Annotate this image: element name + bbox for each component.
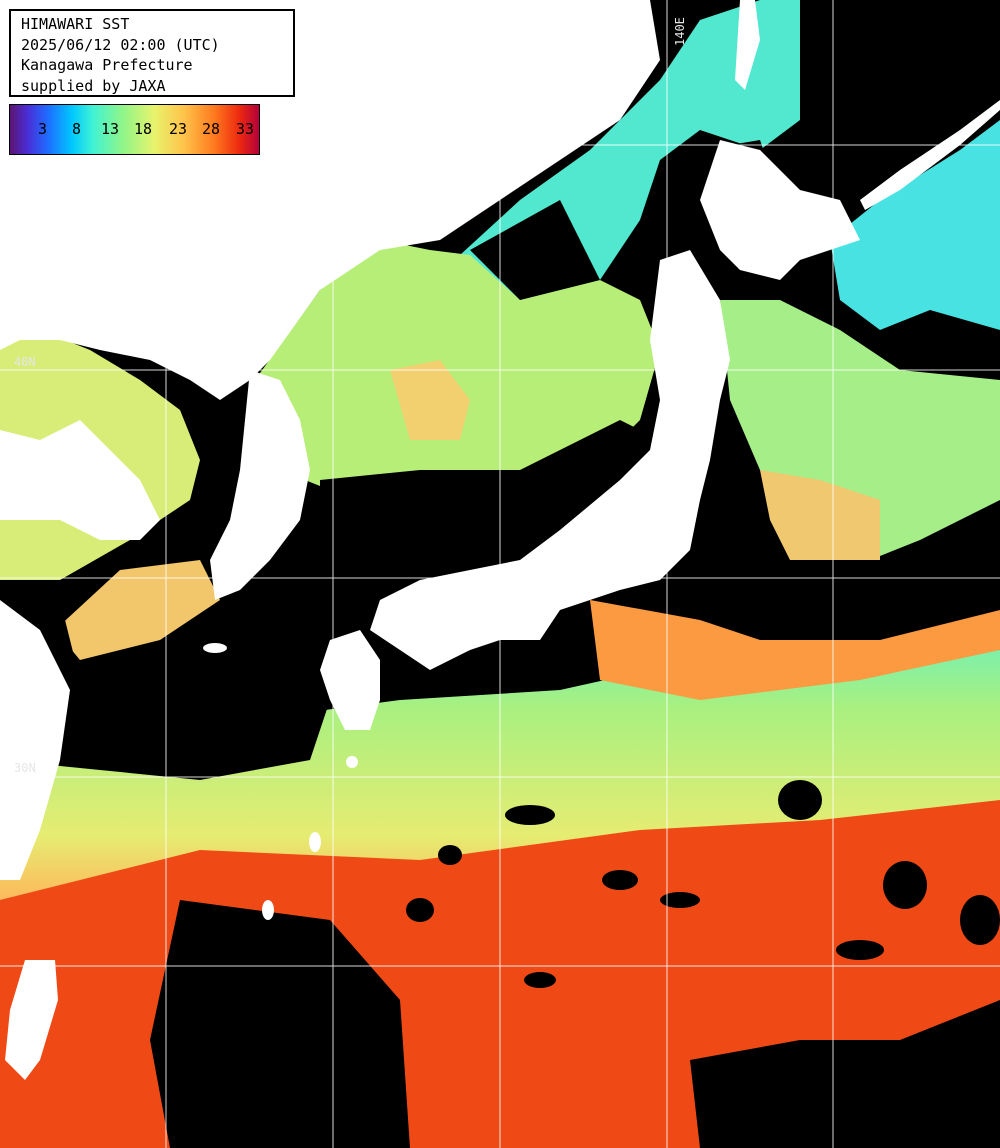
sea-east-china-north xyxy=(55,560,220,660)
color-scale-legend: 3 8 13 18 23 28 33 xyxy=(9,104,260,155)
asia-mainland xyxy=(0,0,660,400)
map-credit: supplied by JAXA xyxy=(21,76,166,95)
korea xyxy=(210,370,310,600)
legend-tick: 33 xyxy=(236,120,255,138)
lat-label-40: 40N xyxy=(14,355,36,369)
sea-pacific-warm-band xyxy=(760,470,880,560)
legend-tick: 3 xyxy=(38,120,48,138)
china-coast xyxy=(0,420,160,540)
shikoku xyxy=(410,600,490,660)
legend-tick-labels: 3 8 13 18 23 28 33 xyxy=(10,120,259,140)
legend-tick: 28 xyxy=(202,120,221,138)
kyushu xyxy=(320,630,380,730)
lat-label-30: 30N xyxy=(14,761,36,775)
map-title: HIMAWARI SST xyxy=(21,15,130,33)
cloud-patches xyxy=(0,140,1000,1148)
sea-transition-band xyxy=(590,600,1000,700)
legend-tick: 18 xyxy=(134,120,153,138)
land xyxy=(0,0,1000,1080)
legend-tick: 23 xyxy=(169,120,188,138)
map-region: Kanagawa Prefecture xyxy=(21,56,193,74)
honshu xyxy=(370,250,730,670)
legend-tick: 8 xyxy=(72,120,82,138)
map-datetime: 2025/06/12 02:00 (UTC) xyxy=(21,35,220,54)
sakhalin xyxy=(735,0,760,90)
hokkaido xyxy=(700,140,860,280)
info-box: HIMAWARI SST 2025/06/12 02:00 (UTC) Kana… xyxy=(9,9,295,97)
kuril-islands xyxy=(860,100,1000,210)
lon-label-140: 140E xyxy=(673,17,687,46)
sea-japan-warm-patch xyxy=(390,360,470,440)
sea-okhotsk xyxy=(830,120,1000,330)
taiwan xyxy=(5,960,58,1080)
china-south-coast xyxy=(0,600,70,880)
legend-tick: 13 xyxy=(101,120,120,138)
